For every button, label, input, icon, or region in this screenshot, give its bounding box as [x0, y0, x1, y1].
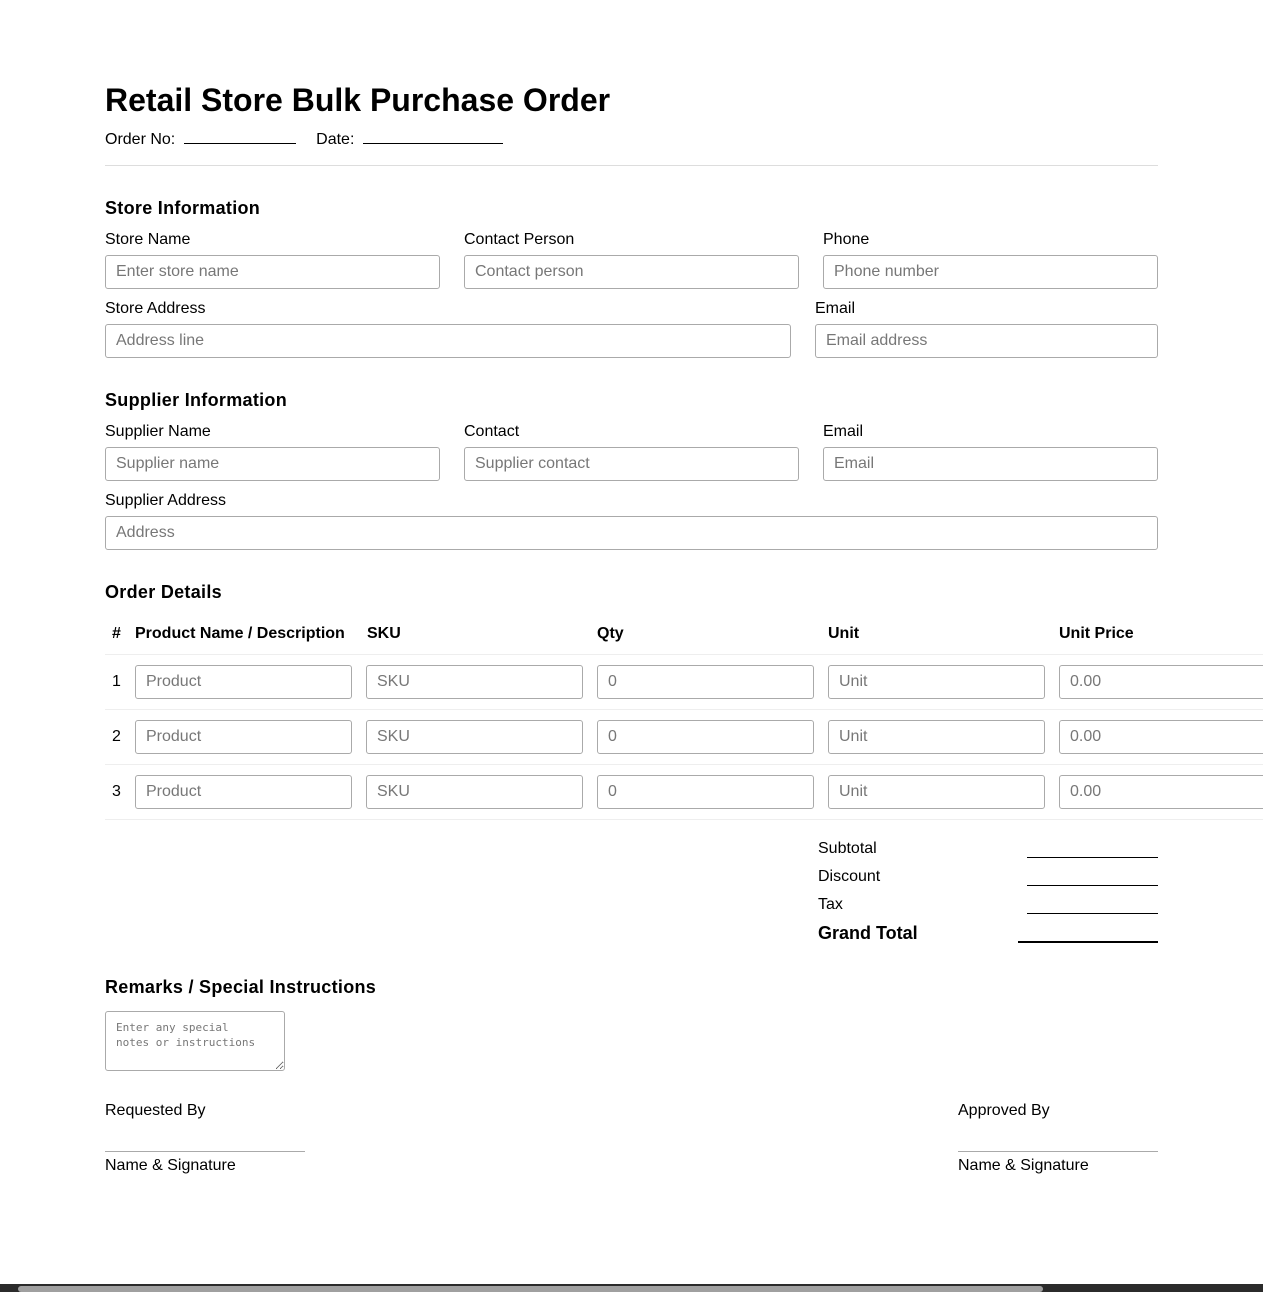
unit-price-input[interactable]: [1059, 665, 1263, 699]
contact-person-input[interactable]: [464, 255, 799, 289]
page-title: Retail Store Bulk Purchase Order: [105, 82, 611, 118]
col-unit-header: Unit: [828, 625, 860, 642]
requested-by-label: Requested By: [105, 1102, 206, 1119]
subtotal-line: [1027, 857, 1158, 858]
unit-input[interactable]: [828, 775, 1045, 809]
col-qty-header: Qty: [597, 625, 624, 642]
unit-price-input[interactable]: [1059, 775, 1263, 809]
row-number: 3: [112, 783, 121, 800]
tax-line: [1027, 913, 1158, 914]
subtotal-label: Subtotal: [818, 840, 877, 857]
product-input[interactable]: [135, 775, 352, 809]
qty-input[interactable]: [597, 720, 814, 754]
store-name-input[interactable]: [105, 255, 440, 289]
requested-by-name-signature: Name & Signature: [105, 1157, 236, 1174]
supplier-name-label: Supplier Name: [105, 423, 211, 440]
store-name-label: Store Name: [105, 231, 191, 248]
store-address-input[interactable]: [105, 324, 791, 358]
date-blank: [362, 129, 503, 144]
row-number: 2: [112, 728, 121, 745]
grand-total-label: Grand Total: [818, 923, 918, 943]
col-sku-header: SKU: [367, 625, 401, 642]
row-number: 1: [112, 673, 121, 690]
order-no-label: Order No:: [105, 131, 176, 148]
col-number-header: #: [112, 625, 121, 642]
sku-input[interactable]: [366, 720, 583, 754]
col-unit-price-header: Unit Price: [1059, 625, 1134, 642]
order-meta: Order No: Date:: [105, 129, 503, 149]
unit-input[interactable]: [828, 720, 1045, 754]
row-divider: [105, 764, 1263, 765]
sku-input[interactable]: [366, 775, 583, 809]
header-divider: [105, 654, 1263, 655]
grand-total-line: [1018, 941, 1158, 943]
phone-label: Phone: [823, 231, 870, 248]
approved-by-label: Approved By: [958, 1102, 1050, 1119]
contact-person-label: Contact Person: [464, 231, 575, 248]
order-no-blank: [183, 129, 296, 144]
horizontal-scrollbar[interactable]: [0, 1284, 1263, 1292]
discount-label: Discount: [818, 868, 881, 885]
supplier-section-heading: Supplier Information: [105, 390, 288, 410]
row-divider: [105, 819, 1263, 820]
order-section-heading: Order Details: [105, 582, 222, 602]
unit-input[interactable]: [828, 665, 1045, 699]
product-input[interactable]: [135, 720, 352, 754]
divider: [105, 165, 1158, 166]
approved-by-signature-line: [958, 1151, 1158, 1152]
store-email-input[interactable]: [815, 324, 1158, 358]
supplier-contact-input[interactable]: [464, 447, 799, 481]
col-product-header: Product Name / Description: [135, 625, 345, 642]
scrollbar-thumb[interactable]: [18, 1286, 1043, 1292]
supplier-address-input[interactable]: [105, 516, 1158, 550]
store-email-label: Email: [815, 300, 856, 317]
discount-line: [1027, 885, 1158, 886]
unit-price-input[interactable]: [1059, 720, 1263, 754]
approved-by-name-signature: Name & Signature: [958, 1157, 1089, 1174]
qty-input[interactable]: [597, 665, 814, 699]
qty-input[interactable]: [597, 775, 814, 809]
supplier-contact-label: Contact: [464, 423, 520, 440]
supplier-email-label: Email: [823, 423, 864, 440]
supplier-email-input[interactable]: [823, 447, 1158, 481]
phone-input[interactable]: [823, 255, 1158, 289]
row-divider: [105, 709, 1263, 710]
store-address-label: Store Address: [105, 300, 206, 317]
requested-by-signature-line: [105, 1151, 305, 1152]
remarks-heading: Remarks / Special Instructions: [105, 977, 377, 997]
supplier-name-input[interactable]: [105, 447, 440, 481]
product-input[interactable]: [135, 665, 352, 699]
supplier-address-label: Supplier Address: [105, 492, 226, 509]
remarks-textarea[interactable]: [105, 1011, 285, 1071]
tax-label: Tax: [818, 896, 843, 913]
store-section-heading: Store Information: [105, 198, 261, 218]
date-label: Date:: [316, 131, 355, 148]
sku-input[interactable]: [366, 665, 583, 699]
